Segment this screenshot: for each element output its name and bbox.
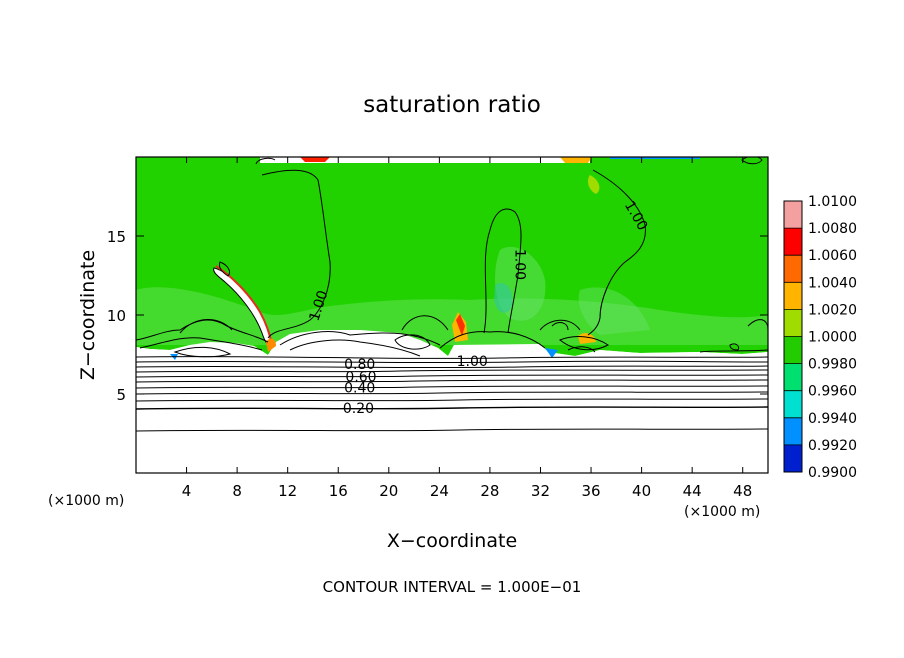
contour-interval-note: CONTOUR INTERVAL = 1.000E−01 <box>323 578 582 596</box>
x-tick-label: 48 <box>733 482 752 500</box>
yellow-spot <box>588 175 600 194</box>
contour-label: 0.80 <box>344 357 375 373</box>
light-green-patch <box>136 287 768 345</box>
contour-label-text: 1.00 <box>457 354 488 370</box>
contour-label-text: 0.20 <box>343 401 374 417</box>
red-spot <box>456 314 465 336</box>
light-green-patch <box>578 287 650 335</box>
orange-spot <box>266 338 276 352</box>
top-strip <box>260 157 590 163</box>
orange-spot <box>578 333 596 344</box>
colorbar-label: 1.0040 <box>808 275 857 291</box>
y-tick-label: 10 <box>107 307 126 325</box>
colorbar-swatch <box>784 255 802 283</box>
colorbar-label: 1.0020 <box>808 302 857 318</box>
contour-label: 0.20 <box>343 401 374 417</box>
contour-label-text: 0.60 <box>345 370 376 386</box>
top-strip-orange <box>560 157 592 163</box>
x-tick-label: 12 <box>278 482 297 500</box>
colorbar-swatch <box>784 201 802 229</box>
contour-label: 1.00 <box>457 354 488 370</box>
x-tick-label: 16 <box>329 482 348 500</box>
y-axis-label: Z−coordinate <box>77 250 99 380</box>
colorbar-swatch <box>784 363 802 391</box>
top-strip-red <box>300 157 330 162</box>
contour-label-text: 0.40 <box>344 381 375 397</box>
colorbar-label: 0.9980 <box>808 357 857 373</box>
colorbar-swatch <box>784 444 802 472</box>
colorbar-swatch <box>784 309 802 337</box>
colorbar-swatch <box>784 336 802 364</box>
blue-spot <box>545 348 558 358</box>
colorbar-label: 0.9960 <box>808 384 857 400</box>
stratified-contours <box>136 356 768 432</box>
x-tick-label: 20 <box>379 482 398 500</box>
x-tick-label: 28 <box>480 482 499 500</box>
contour-label: 0.60 <box>345 370 376 386</box>
x-tick-label: 40 <box>632 482 651 500</box>
colorbar-label: 1.0060 <box>808 248 857 264</box>
x-tick-label: 8 <box>232 482 242 500</box>
y-axis: 5 10 15 <box>107 228 768 404</box>
colorbar-swatch <box>784 228 802 256</box>
colorbar-swatch <box>784 390 802 418</box>
colorbar-swatch <box>784 417 802 445</box>
plot-area: 1.001.001.001.000.800.600.400.20 <box>136 157 768 473</box>
x-tick-label: 44 <box>683 482 702 500</box>
chart-title: saturation ratio <box>363 92 541 118</box>
colorbar-label: 0.9900 <box>808 465 857 481</box>
colorbar-label: 0.9920 <box>808 438 857 454</box>
contour-label-text: 1.00 <box>511 249 527 280</box>
y-tick-label: 15 <box>107 228 126 246</box>
contour-label-text: 0.80 <box>344 357 375 373</box>
x-tick-label: 32 <box>531 482 550 500</box>
tall-contours <box>179 157 768 351</box>
x-unit-left: (×1000 m) <box>48 493 124 509</box>
colorbar-swatch <box>784 282 802 310</box>
x-axis-label: X−coordinate <box>387 530 517 552</box>
contour-label: 0.40 <box>344 381 375 397</box>
colorbar-label: 1.0000 <box>808 330 857 346</box>
colorbar-label: 0.9940 <box>808 411 857 427</box>
colorbar-label: 1.0080 <box>808 221 857 237</box>
colorbar: 1.0100 1.0080 1.0060 1.0040 1.0020 1.0000 0.99… <box>783 194 857 481</box>
contour-label: 1.00 <box>511 249 527 280</box>
x-tick-label: 36 <box>581 482 600 500</box>
x-unit-right: (×1000 m) <box>684 504 760 520</box>
colorbar-label: 1.0100 <box>808 194 857 210</box>
x-tick-label: 4 <box>182 482 192 500</box>
x-axis: 4 8 12 16 20 24 28 32 36 40 44 48 <box>182 157 752 500</box>
x-tick-label: 24 <box>430 482 449 500</box>
teal-patch <box>494 282 513 313</box>
y-tick-label: 5 <box>116 386 126 404</box>
